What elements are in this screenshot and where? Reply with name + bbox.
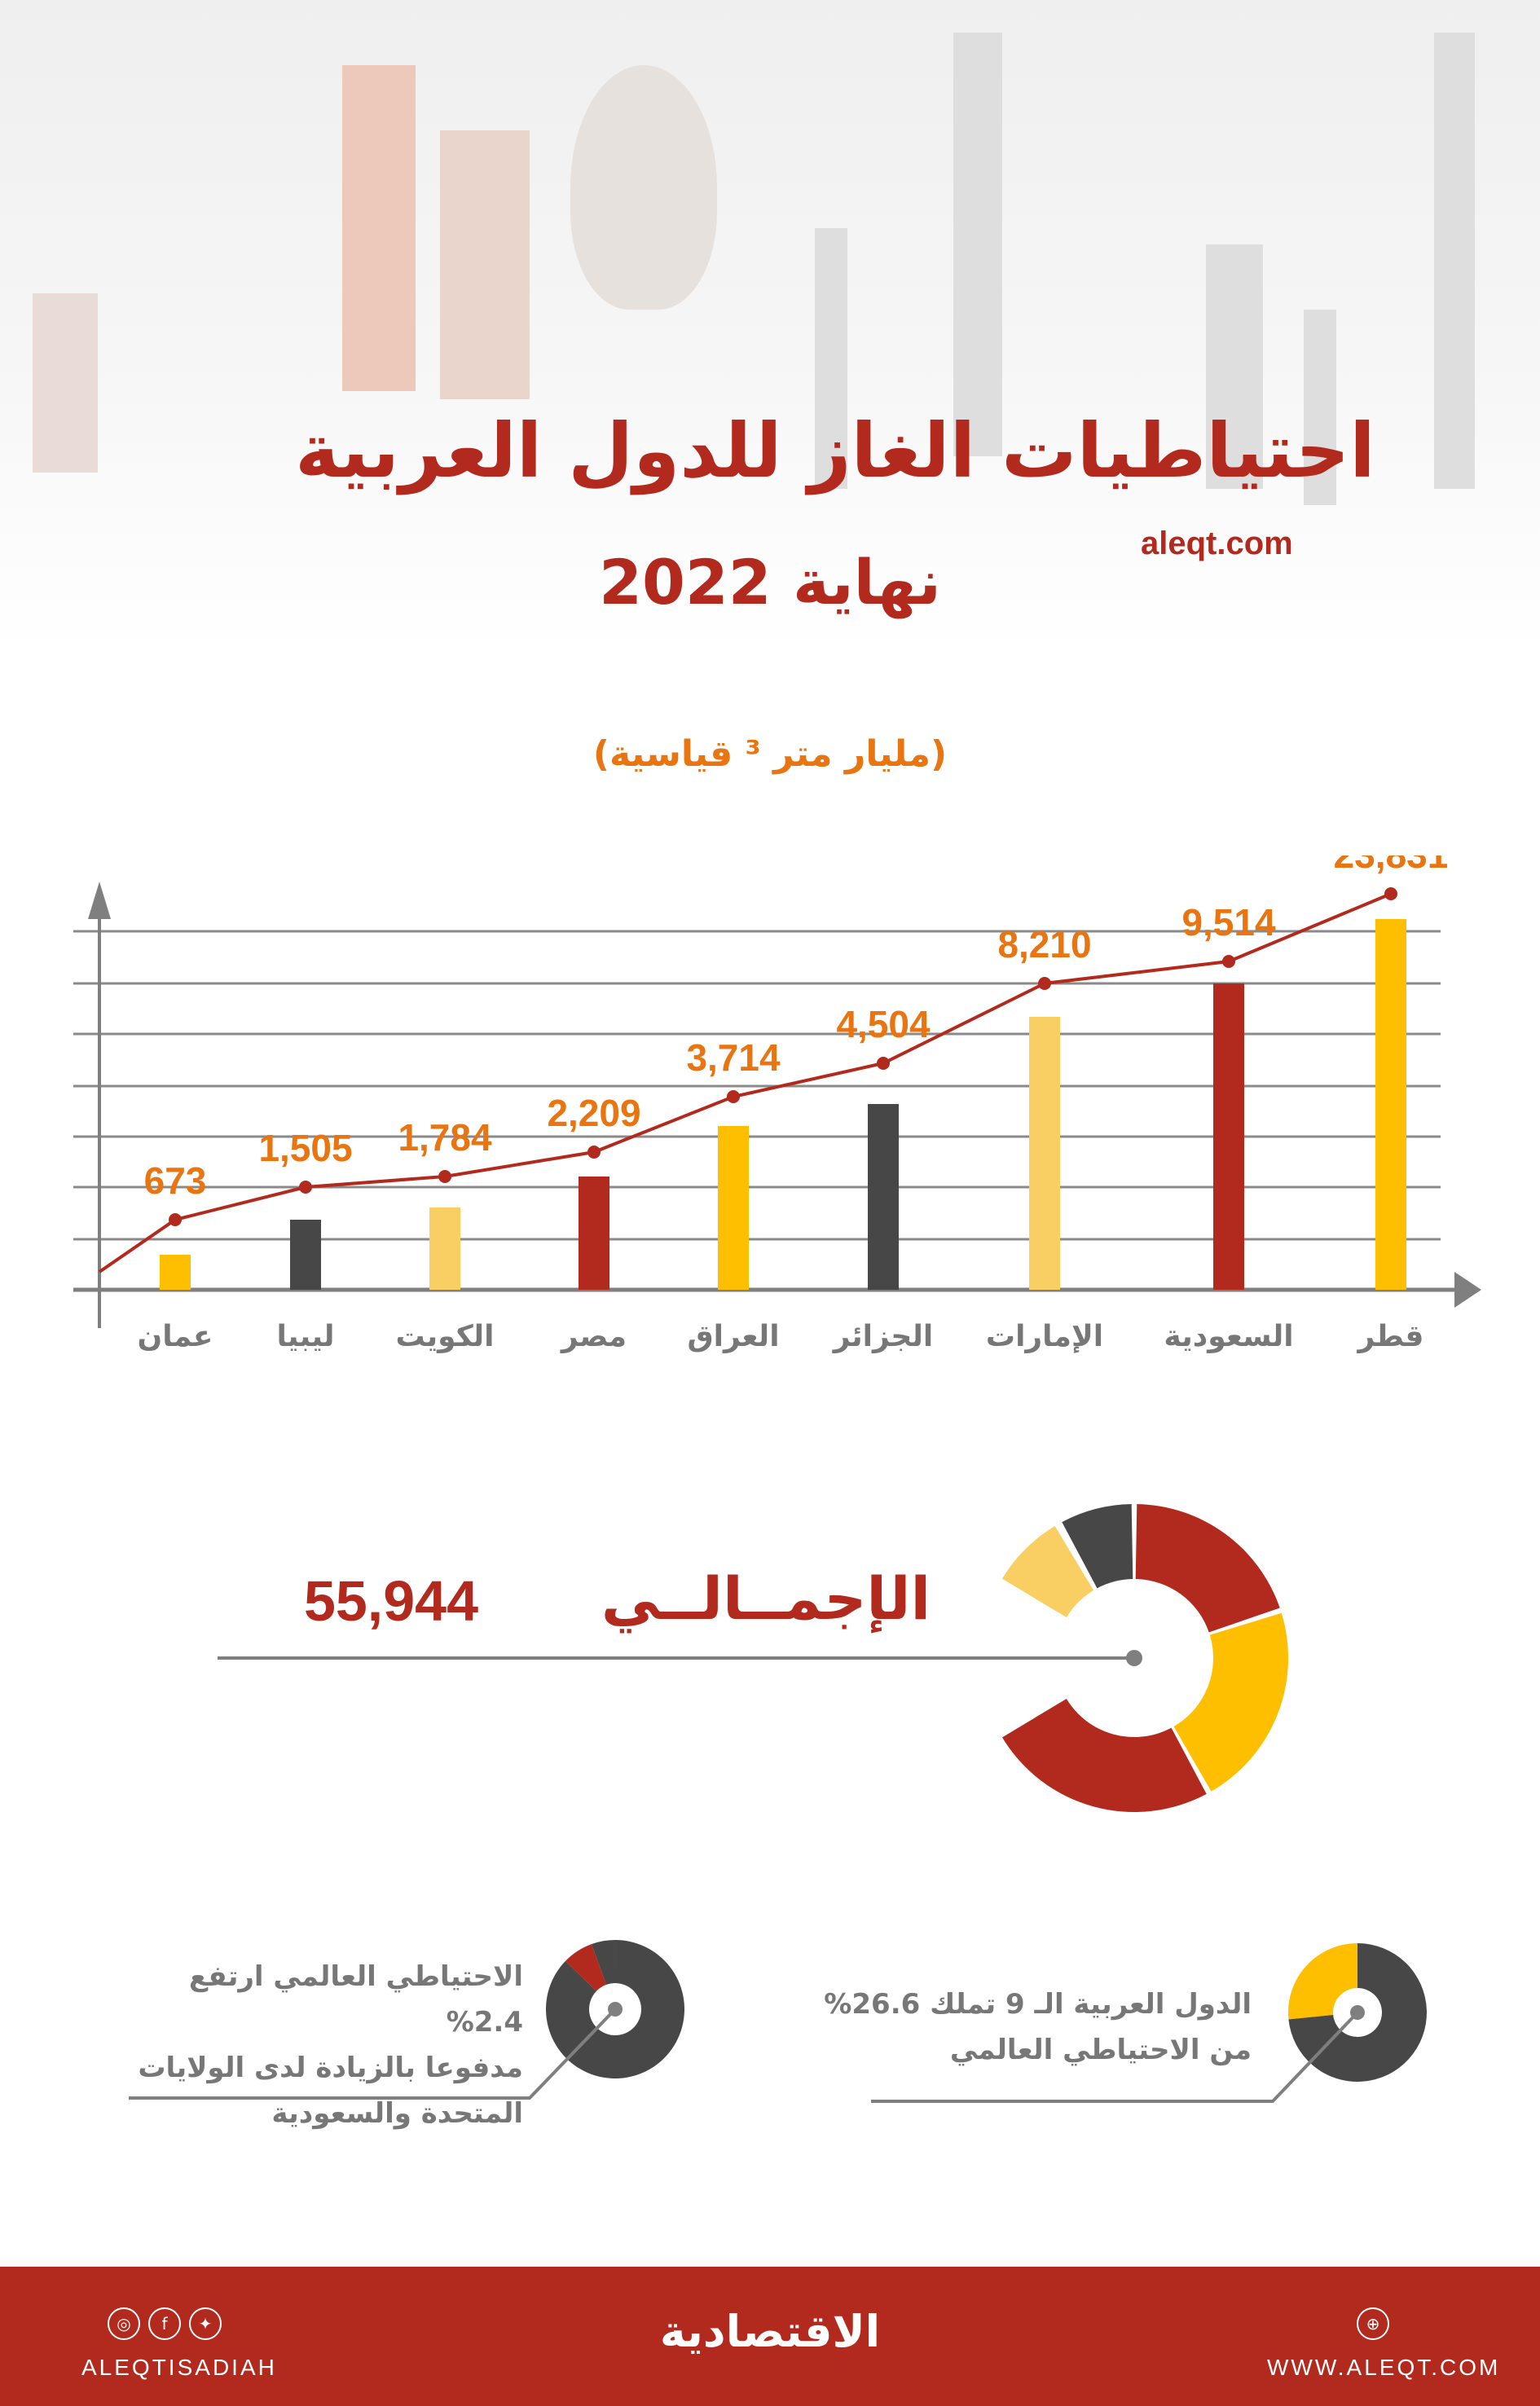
social-handle[interactable]: ALEQTISADIAH <box>81 2355 277 2380</box>
website-link[interactable]: WWW.ALEQT.COM <box>1267 2355 1501 2380</box>
leader-dot <box>608 2002 623 2017</box>
bar <box>290 1220 321 1290</box>
bar <box>429 1207 460 1290</box>
trend-line <box>98 892 1392 1273</box>
donut-segment <box>591 1940 615 1985</box>
note-arab-share: الدول العربية الـ 9 تملك 26.6% من الاحتي… <box>782 1982 1252 2073</box>
line-point <box>1384 887 1397 900</box>
share-donuts <box>129 1940 1427 2103</box>
category-label: قطر <box>1356 1320 1423 1353</box>
value-label: 23,831 <box>1334 856 1449 876</box>
note-line: مدفوعا بالزيادة لدى الولايات <box>138 2052 523 2084</box>
line-point <box>438 1170 451 1183</box>
leader-dot <box>1126 1650 1142 1666</box>
note-line: من الاحتياطي العالمي <box>949 2034 1252 2066</box>
line-point <box>1038 977 1051 990</box>
leader-dot <box>1350 2005 1365 2020</box>
unit-label: (مليار متر ³ قياسية) <box>592 733 948 775</box>
value-label: 1,505 <box>258 1127 352 1169</box>
value-label: 9,514 <box>1181 901 1276 943</box>
bar <box>1375 919 1406 1290</box>
social-icons: ◎ f ✦ <box>108 2307 222 2340</box>
total-label: الإجمــالــي <box>601 1564 931 1633</box>
note-leader-line <box>871 2011 1359 2103</box>
category-label: عمان <box>138 1320 213 1353</box>
total-donut-chart <box>218 1504 1288 1812</box>
note-leader-line <box>129 2008 617 2100</box>
category-label: ليبيا <box>276 1320 334 1353</box>
hero-background <box>0 0 1540 652</box>
value-label: 2,209 <box>547 1092 640 1134</box>
line-point <box>1222 955 1235 968</box>
y-axis-arrow <box>88 882 111 919</box>
category-label: مصر <box>560 1320 627 1353</box>
category-label: الإمارات <box>986 1320 1103 1353</box>
brand-logo: الاقتصادية <box>659 2306 881 2357</box>
donut-segment <box>1135 1504 1280 1633</box>
footer <box>0 2267 1540 2406</box>
bar <box>160 1255 191 1290</box>
value-label: 3,714 <box>686 1036 781 1079</box>
donut-segment <box>565 1944 607 1991</box>
bar <box>1213 983 1244 1290</box>
donut-segment <box>1173 1612 1288 1792</box>
bar <box>1029 1017 1060 1290</box>
twitter-icon[interactable]: ✦ <box>189 2307 222 2340</box>
value-label: 1,784 <box>398 1116 492 1159</box>
note-line: الدول العربية الـ 9 تملك 26.6% <box>824 1988 1252 2021</box>
site-link[interactable]: aleqt.com <box>1141 526 1293 561</box>
category-label: العراق <box>687 1320 779 1353</box>
line-point <box>727 1090 740 1103</box>
note-line: المتحدة والسعودية <box>271 2097 523 2130</box>
donut-segment <box>1288 1943 1357 2020</box>
bar <box>718 1126 749 1290</box>
line-point <box>587 1146 601 1159</box>
donut-segment <box>1062 1504 1133 1589</box>
x-axis-arrow <box>1454 1272 1481 1308</box>
bar-line-chart: 673 عمان 1,505 ليبيا 1,784 الكويت 2,209 مصر 3,71… <box>73 856 1481 1353</box>
note-world-reserve: الاحتياطي العالمي ارتفع 2.4% مدفوعا بالز… <box>114 1954 523 2136</box>
value-label: 4,504 <box>836 1003 931 1045</box>
bar <box>868 1104 899 1290</box>
instagram-icon[interactable]: ◎ <box>108 2307 140 2340</box>
donut-segment <box>1001 1698 1207 1812</box>
globe-icon[interactable]: ⊕ <box>1357 2307 1389 2340</box>
page-title: احتياطيات الغاز للدول العربية <box>295 407 1375 495</box>
donut-segment <box>1001 1525 1094 1618</box>
note-line: الاحتياطي العالمي ارتفع 2.4% <box>188 1960 523 2039</box>
category-label: السعودية <box>1164 1320 1293 1353</box>
category-label: الجزائر <box>832 1320 933 1353</box>
facebook-icon[interactable]: f <box>148 2307 181 2340</box>
line-point <box>299 1181 312 1194</box>
value-label: 673 <box>144 1159 207 1202</box>
bar <box>579 1177 609 1290</box>
line-point <box>877 1057 890 1070</box>
page-subtitle: نهاية 2022 <box>599 546 941 618</box>
total-value: 55,944 <box>303 1569 479 1633</box>
category-label: الكويت <box>396 1320 495 1353</box>
value-label: 8,210 <box>997 923 1091 965</box>
line-point <box>169 1213 182 1226</box>
